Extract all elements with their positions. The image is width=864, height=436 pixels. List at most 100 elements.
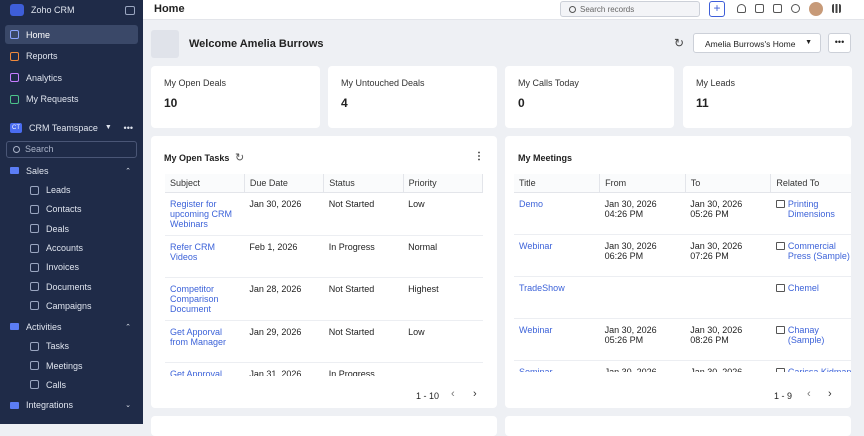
stat-card[interactable]: My Leads 11	[683, 66, 852, 128]
column-header: From	[599, 174, 686, 193]
marketplace-icon[interactable]	[773, 4, 782, 13]
notifications-icon[interactable]	[737, 4, 746, 13]
cell: Competitor Comparison Document	[165, 277, 245, 321]
related: Chanay (Sample)	[775, 325, 851, 345]
meeting-link[interactable]: Webinar	[519, 241, 553, 251]
column-header: Priority	[403, 174, 483, 193]
date: Jan 30, 2026	[604, 367, 657, 372]
related-link[interactable]: Printing Dimensions	[787, 199, 835, 219]
refresh-button[interactable]: ↻	[674, 36, 685, 50]
date: Jan 30, 2026	[604, 241, 657, 251]
prev-page[interactable]: ‹	[451, 388, 455, 400]
stat-card[interactable]: My Calls Today 0	[505, 66, 674, 128]
related: Chemel	[775, 283, 851, 293]
more-button[interactable]: •••	[828, 33, 851, 53]
module-item[interactable]: Calls	[0, 375, 143, 394]
nav-item[interactable]: Home	[5, 25, 138, 44]
main-nav: Home Reports Analytics My Requests	[0, 25, 143, 109]
module-item[interactable]: Leads	[0, 181, 143, 200]
stat-card[interactable]: My Untouched Deals 4	[328, 66, 497, 128]
next-page[interactable]: ›	[473, 388, 477, 400]
sidebar-search[interactable]: Search	[6, 140, 137, 158]
meeting-link[interactable]: Webinar	[519, 325, 553, 335]
module-item[interactable]: Contacts	[0, 200, 143, 219]
module-item[interactable]: Invoices	[0, 258, 143, 277]
group-caret: ⌃	[125, 167, 131, 175]
module-icon	[30, 282, 39, 292]
meeting-row: Demo Jan 30, 2026 04:26 PM Jan 30, 2026 05:2…	[514, 192, 851, 235]
cell: Seminar	[514, 360, 600, 372]
topbar: Home Search records +	[143, 0, 864, 20]
column-header: Related To	[770, 174, 851, 193]
next-page[interactable]: ›	[828, 388, 832, 400]
view-name: Amelia Burrows's Home	[705, 39, 796, 49]
panel-menu[interactable]: ⋮	[474, 151, 484, 162]
refresh-button[interactable]: ↻	[235, 152, 245, 164]
nav-item[interactable]: Reports	[5, 47, 138, 66]
group-header[interactable]: Integrations ⌄	[0, 395, 143, 415]
module-item[interactable]: Tasks	[0, 337, 143, 356]
group-header[interactable]: Activities ⌃	[0, 317, 143, 337]
cell: TradeShow	[514, 276, 600, 319]
meeting-link[interactable]: Demo	[519, 199, 544, 209]
module-groups: Sales ⌃ Leads Contacts Deals Accounts Invoices…	[0, 161, 143, 416]
user-avatar[interactable]	[809, 2, 823, 16]
collapse-button[interactable]	[125, 5, 135, 15]
task-link[interactable]: Get Approval	[170, 369, 223, 376]
nav-item[interactable]: My Requests	[5, 90, 138, 109]
module-icon	[30, 185, 39, 195]
tasks-table-wrap: Subject Due Date Status Priority Register fo…	[165, 174, 483, 376]
module-item[interactable]: Meetings	[0, 356, 143, 375]
meeting-link[interactable]: TradeShow	[519, 283, 565, 293]
apps-icon[interactable]	[832, 4, 841, 13]
module-item[interactable]: Campaigns	[0, 296, 143, 315]
cell: Commercial Press (Sample)	[770, 234, 851, 277]
date: Jan 30, 2026	[690, 199, 743, 209]
module-item[interactable]: Deals	[0, 219, 143, 238]
related-link[interactable]: Chemel	[787, 283, 819, 293]
meeting-row: Webinar Jan 30, 2026 05:26 PM Jan 30, 2026 0…	[514, 318, 851, 361]
related-link[interactable]: Carissa Kidman (Sample)	[787, 367, 851, 372]
module-label: Campaigns	[46, 300, 92, 311]
create-button[interactable]: +	[709, 1, 725, 17]
prev-page[interactable]: ‹	[807, 388, 811, 400]
cell	[685, 276, 771, 319]
nav-item[interactable]: Analytics	[5, 68, 138, 87]
task-link[interactable]: Refer CRM Videos	[170, 242, 216, 262]
search-icon	[13, 145, 20, 153]
related-icon	[775, 200, 785, 208]
cell: Highest	[403, 277, 483, 321]
sidebar: Zoho CRM Home Reports Analytics My Requests…	[0, 0, 143, 424]
related-link[interactable]: Chanay (Sample)	[787, 325, 825, 345]
cell: Jan 29, 2026	[244, 320, 324, 363]
date: Jan 30, 2026	[690, 367, 743, 372]
cell-text: Not Started	[328, 327, 375, 337]
stat-card[interactable]: My Open Deals 10	[151, 66, 320, 128]
settings-icon[interactable]	[791, 4, 800, 13]
global-search[interactable]: Search records	[560, 1, 700, 17]
module-icon	[30, 380, 39, 390]
module-icon	[30, 361, 39, 371]
related: Commercial Press (Sample)	[775, 241, 851, 261]
cell: Webinar	[514, 234, 600, 277]
group-header[interactable]: Sales ⌃	[0, 161, 143, 181]
stat-value: 10	[164, 96, 178, 110]
cell: Jan 30, 2026 07:26 PM	[685, 234, 771, 277]
search-icon	[569, 5, 576, 13]
more-button[interactable]: •••	[123, 122, 133, 133]
meeting-link[interactable]: Seminar	[519, 367, 553, 372]
task-link[interactable]: Register for upcoming CRM Webinars	[170, 199, 233, 229]
module-label: Invoices	[46, 262, 80, 273]
module-item[interactable]: Accounts	[0, 238, 143, 257]
task-link[interactable]: Competitor Comparison Document	[170, 284, 219, 314]
dropdown-caret: ▼	[104, 124, 112, 131]
calendar-icon[interactable]	[755, 4, 764, 13]
group-caret: ⌄	[125, 402, 131, 410]
view-dropdown[interactable]: Amelia Burrows's Home ▼	[693, 33, 821, 53]
teamspace[interactable]: CT CRM Teamspace ▼ •••	[0, 118, 143, 138]
module-item[interactable]: Documents	[0, 277, 143, 296]
task-link[interactable]: Get Apporval from Manager	[170, 327, 227, 347]
group-label: Activities	[26, 321, 62, 332]
related-link[interactable]: Commercial Press (Sample)	[787, 241, 850, 261]
